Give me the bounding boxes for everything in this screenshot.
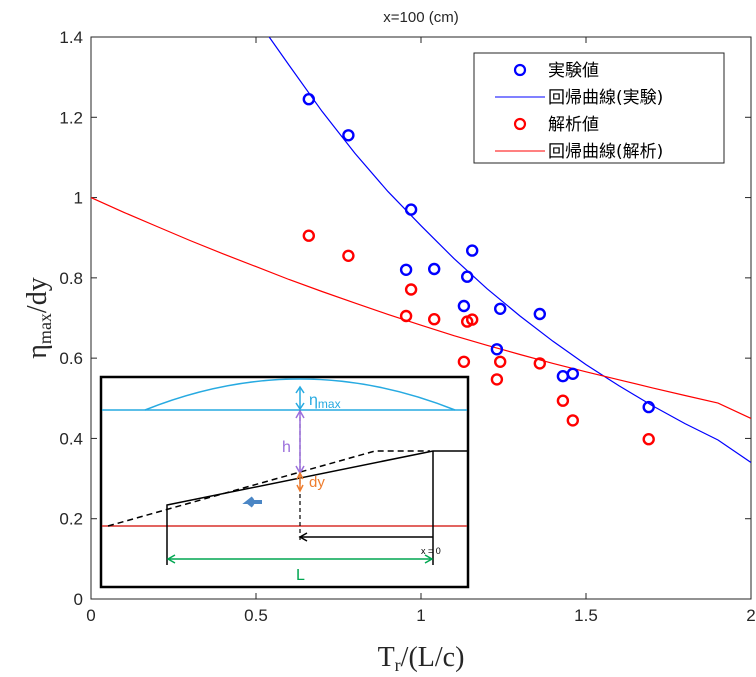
- series-0-point: [490, 343, 504, 356]
- inset-box: [99, 375, 470, 589]
- legend-label-experiment-fit: 回帰曲線(実験): [548, 88, 663, 108]
- series-0-point: [461, 270, 474, 283]
- series-2-point: [533, 357, 546, 370]
- series-2-point: [494, 355, 507, 368]
- series-0-point: [428, 262, 441, 276]
- series-2-point: [556, 394, 570, 407]
- series-2-point: [302, 229, 315, 242]
- series-2-point: [404, 283, 418, 296]
- series-0-point: [457, 299, 471, 313]
- series-0-point: [399, 263, 413, 276]
- series-2-point: [399, 309, 413, 323]
- series-2-point: [642, 433, 655, 446]
- chart-title: x=100 (cm): [383, 9, 458, 26]
- y-tick-label: 0.4: [59, 429, 83, 448]
- inset-dy-arrow-head-top: [296, 471, 304, 480]
- series-0-point: [642, 400, 655, 414]
- inset-eta-arrow-head-top: [295, 385, 305, 394]
- series-layer: [91, 37, 751, 463]
- y-tick-label: 0.6: [59, 349, 83, 368]
- series-2-point: [566, 414, 579, 427]
- x-tick-label: 1.5: [574, 606, 598, 625]
- y-axis-ticks: 0 0.2 0.4 0.6 0.8 1 1.2 1.4: [59, 28, 751, 609]
- y-axis-label: ηmax/dy: [22, 277, 55, 358]
- series-0-point: [404, 203, 418, 216]
- x-axis-ticks: 0 0.5 1 1.5 2: [86, 37, 756, 625]
- series-0-point: [494, 302, 507, 315]
- inset-eta-main: η: [309, 392, 318, 409]
- x-axis-label: Tr/(L/c): [378, 642, 465, 675]
- series-0-point: [466, 244, 479, 257]
- y-axis-label-sub: max: [35, 313, 55, 344]
- y-tick-label: 1.4: [59, 28, 83, 47]
- legend-label-analysis: 解析値: [548, 115, 599, 135]
- inset-L-label: L: [296, 567, 305, 584]
- series-line-3: [91, 197, 751, 419]
- series-line-1: [268, 37, 751, 463]
- series-2-point: [342, 249, 355, 263]
- inset-h-arrow-head-top: [295, 409, 305, 419]
- inset-diagram: h ηmax dy x = 0 L: [99, 375, 470, 589]
- x-tick-label: 2: [746, 606, 755, 625]
- inset-dashed-slope: [107, 450, 430, 527]
- series-2-point: [457, 355, 471, 368]
- legend-marker-analysis: [513, 117, 527, 131]
- series-0-point: [342, 129, 355, 142]
- legend-marker-experiment: [513, 63, 527, 77]
- y-tick-label: 0.8: [59, 269, 83, 288]
- inset-L-arrow-head-right: [424, 554, 434, 564]
- series-0-point: [533, 307, 546, 321]
- inset-x0-arrow-head: [298, 532, 308, 542]
- y-axis-label-rest: /dy: [22, 277, 53, 313]
- inset-eta-label: ηmax: [309, 392, 341, 411]
- y-tick-label: 1: [74, 189, 83, 208]
- inset-wave-crest: [144, 378, 456, 411]
- inset-h-label: h: [282, 439, 291, 456]
- legend-label-experiment: 実験値: [548, 61, 599, 81]
- series-0-point: [566, 367, 579, 380]
- y-tick-label: 1.2: [59, 108, 83, 127]
- x-tick-label: 0: [86, 606, 95, 625]
- series-0-point: [302, 92, 315, 106]
- inset-move-arrow: [242, 496, 262, 508]
- legend: 実験値 回帰曲線(実験) 解析値 回帰曲線(解析): [473, 52, 725, 164]
- y-axis-label-main: η: [22, 344, 53, 359]
- y-tick-label: 0.2: [59, 510, 83, 529]
- legend-label-analysis-fit: 回帰曲線(解析): [548, 142, 663, 162]
- inset-eta-sub: max: [318, 397, 341, 411]
- x-axis-label-rest: /(L/c): [401, 642, 465, 673]
- x-tick-label: 0.5: [244, 606, 268, 625]
- series-2-point: [428, 313, 441, 326]
- inset-eta-arrow-head-bottom: [295, 402, 305, 411]
- x-axis-label-main: T: [378, 642, 395, 673]
- x-tick-label: 1: [416, 606, 425, 625]
- inset-dy-label: dy: [309, 474, 325, 491]
- inset-x0-label: x = 0: [421, 546, 441, 556]
- series-2-point: [490, 373, 504, 386]
- inset-L-arrow-head-left: [166, 554, 176, 564]
- series-0-point: [556, 370, 570, 383]
- x-axis-label-sub: r: [395, 655, 401, 675]
- y-tick-label: 0: [74, 590, 83, 609]
- series-2-point: [466, 313, 479, 326]
- inset-dy-arrow-head-bottom: [296, 484, 304, 493]
